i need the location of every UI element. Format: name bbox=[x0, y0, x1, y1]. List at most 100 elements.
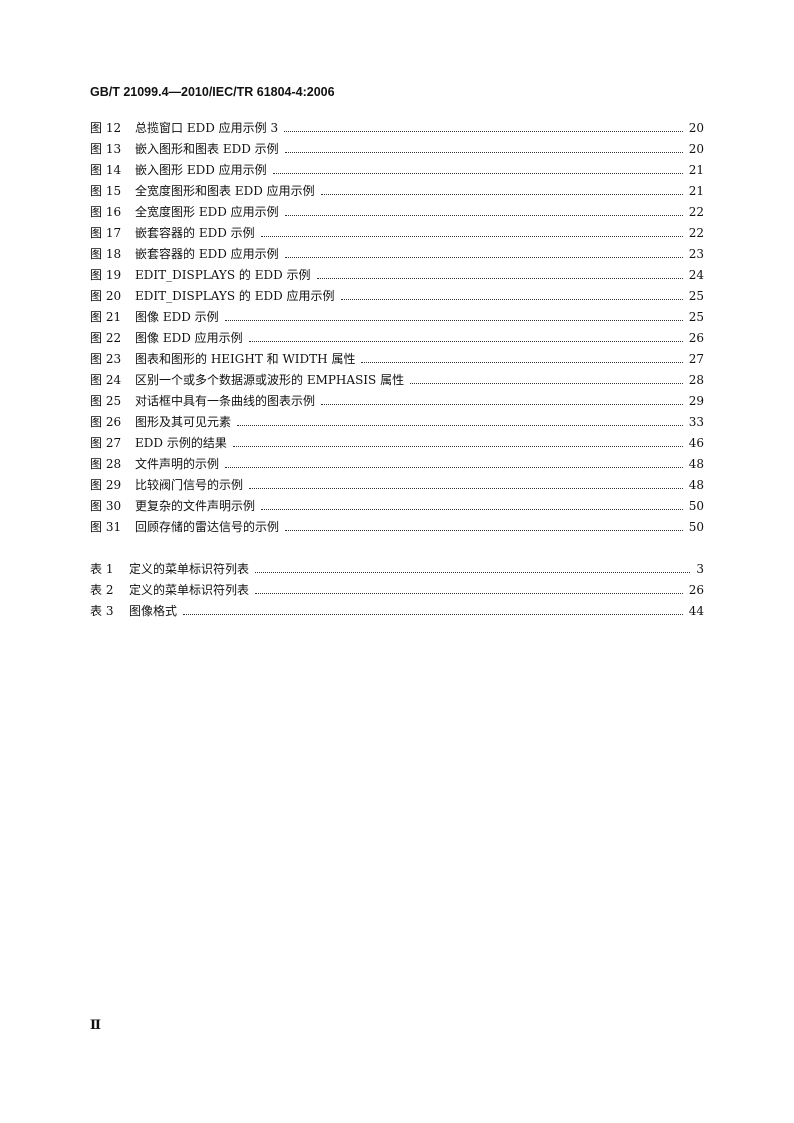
entry-page: 48 bbox=[688, 457, 704, 471]
entry-label: 图 23 bbox=[90, 352, 122, 366]
entry-title: 定义的菜单标识符列表 bbox=[129, 562, 250, 576]
toc-entry[interactable]: 图 22 图像 EDD 应用示例 26 bbox=[90, 328, 704, 349]
entry-label: 图 12 bbox=[90, 121, 122, 135]
dot-leader bbox=[340, 298, 683, 300]
entry-page: 21 bbox=[688, 163, 704, 177]
toc-entry[interactable]: 表 2 定义的菜单标识符列表 26 bbox=[90, 580, 704, 601]
table-list: 表 1 定义的菜单标识符列表 3 表 2 定义的菜单标识符列表 26 表 3 图像格式 44 bbox=[90, 559, 704, 622]
entry-label: 图 31 bbox=[90, 520, 122, 534]
entry-title: EDIT_DISPLAYS 的 EDD 应用示例 bbox=[135, 289, 335, 303]
dot-leader bbox=[284, 130, 683, 132]
toc-entry[interactable]: 图 28 文件声明的示例 48 bbox=[90, 454, 704, 475]
dot-leader bbox=[261, 508, 683, 510]
entry-title: 更复杂的文件声明示例 bbox=[135, 499, 256, 513]
dot-leader bbox=[255, 571, 691, 573]
entry-page: 26 bbox=[688, 331, 704, 345]
entry-title: 回顾存储的雷达信号的示例 bbox=[135, 520, 280, 534]
dot-leader bbox=[284, 214, 683, 216]
entry-title: 嵌套容器的 EDD 示例 bbox=[135, 226, 255, 240]
entry-page: 44 bbox=[688, 604, 704, 618]
dot-leader bbox=[272, 172, 683, 174]
toc-entry[interactable]: 图 20 EDIT_DISPLAYS 的 EDD 应用示例 25 bbox=[90, 286, 704, 307]
toc-entry[interactable]: 图 27 EDD 示例的结果 46 bbox=[90, 433, 704, 454]
dot-leader bbox=[248, 340, 683, 342]
entry-title: 图形及其可见元素 bbox=[135, 415, 232, 429]
entry-title: 文件声明的示例 bbox=[135, 457, 220, 471]
dot-leader bbox=[249, 487, 683, 489]
entry-title: 图像 EDD 示例 bbox=[135, 310, 219, 324]
entry-page: 46 bbox=[688, 436, 704, 450]
entry-title: 图表和图形的 HEIGHT 和 WIDTH 属性 bbox=[135, 352, 356, 366]
entry-title: 区别一个或多个数据源或波形的 EMPHASIS 属性 bbox=[135, 373, 405, 387]
entry-title: EDIT_DISPLAYS 的 EDD 示例 bbox=[135, 268, 311, 282]
entry-title: 图像格式 bbox=[129, 604, 178, 618]
dot-leader bbox=[284, 151, 683, 153]
entry-label: 图 22 bbox=[90, 331, 122, 345]
entry-title: EDD 示例的结果 bbox=[135, 436, 227, 450]
entry-label: 表 3 bbox=[90, 604, 114, 618]
entry-label: 图 20 bbox=[90, 289, 122, 303]
toc-entry[interactable]: 图 25 对话框中具有一条曲线的图表示例 29 bbox=[90, 391, 704, 412]
toc-entry[interactable]: 图 14 嵌入图形 EDD 应用示例 21 bbox=[90, 160, 704, 181]
entry-page: 27 bbox=[688, 352, 704, 366]
dot-leader bbox=[237, 424, 683, 426]
entry-label: 图 27 bbox=[90, 436, 122, 450]
entry-page: 26 bbox=[688, 583, 704, 597]
entry-page: 20 bbox=[688, 121, 704, 135]
toc-entry[interactable]: 图 29 比较阀门信号的示例 48 bbox=[90, 475, 704, 496]
dot-leader bbox=[255, 592, 683, 594]
toc-entry[interactable]: 图 24 区别一个或多个数据源或波形的 EMPHASIS 属性 28 bbox=[90, 370, 704, 391]
dot-leader bbox=[321, 403, 683, 405]
dot-leader bbox=[316, 277, 683, 279]
toc-entry[interactable]: 图 12 总揽窗口 EDD 应用示例 3 20 bbox=[90, 118, 704, 139]
toc-entry[interactable]: 图 13 嵌入图形和图表 EDD 示例 20 bbox=[90, 139, 704, 160]
entry-page: 28 bbox=[688, 373, 704, 387]
toc-entry[interactable]: 表 1 定义的菜单标识符列表 3 bbox=[90, 559, 704, 580]
toc-entry[interactable]: 图 17 嵌套容器的 EDD 示例 22 bbox=[90, 223, 704, 244]
dot-leader bbox=[183, 613, 683, 615]
entry-title: 对话框中具有一条曲线的图表示例 bbox=[135, 394, 316, 408]
entry-title: 嵌套容器的 EDD 应用示例 bbox=[135, 247, 279, 261]
toc-entry[interactable]: 图 15 全宽度图形和图表 EDD 应用示例 21 bbox=[90, 181, 704, 202]
document-header: GB/T 21099.4—2010/IEC/TR 61804-4:2006 bbox=[90, 85, 335, 99]
entry-title: 嵌入图形 EDD 应用示例 bbox=[135, 163, 267, 177]
entry-label: 图 24 bbox=[90, 373, 122, 387]
toc-entry[interactable]: 图 19 EDIT_DISPLAYS 的 EDD 示例 24 bbox=[90, 265, 704, 286]
toc-entry[interactable]: 图 21 图像 EDD 示例 25 bbox=[90, 307, 704, 328]
dot-leader bbox=[225, 466, 683, 468]
entry-title: 定义的菜单标识符列表 bbox=[129, 583, 250, 597]
entry-page: 50 bbox=[688, 499, 704, 513]
entry-label: 图 29 bbox=[90, 478, 122, 492]
toc-entry[interactable]: 图 26 图形及其可见元素 33 bbox=[90, 412, 704, 433]
entry-page: 22 bbox=[688, 205, 704, 219]
entry-page: 50 bbox=[688, 520, 704, 534]
toc-entry[interactable]: 表 3 图像格式 44 bbox=[90, 601, 704, 622]
entry-title: 全宽度图形和图表 EDD 应用示例 bbox=[135, 184, 315, 198]
dot-leader bbox=[260, 235, 683, 237]
entry-title: 比较阀门信号的示例 bbox=[135, 478, 244, 492]
entry-label: 图 16 bbox=[90, 205, 122, 219]
entry-label: 图 17 bbox=[90, 226, 122, 240]
entry-page: 29 bbox=[688, 394, 704, 408]
toc-entry[interactable]: 图 23 图表和图形的 HEIGHT 和 WIDTH 属性 27 bbox=[90, 349, 704, 370]
entry-label: 图 25 bbox=[90, 394, 122, 408]
toc-entry[interactable]: 图 31 回顾存储的雷达信号的示例 50 bbox=[90, 517, 704, 538]
entry-label: 表 1 bbox=[90, 562, 114, 576]
toc-entry[interactable]: 图 30 更复杂的文件声明示例 50 bbox=[90, 496, 704, 517]
entry-label: 图 15 bbox=[90, 184, 122, 198]
toc-entry[interactable]: 图 18 嵌套容器的 EDD 应用示例 23 bbox=[90, 244, 704, 265]
entry-page: 20 bbox=[688, 142, 704, 156]
dot-leader bbox=[284, 256, 683, 258]
dot-leader bbox=[410, 382, 683, 384]
entry-label: 图 19 bbox=[90, 268, 122, 282]
entry-title: 全宽度图形 EDD 应用示例 bbox=[135, 205, 279, 219]
entry-page: 25 bbox=[688, 310, 704, 324]
dot-leader bbox=[232, 445, 683, 447]
figure-list: 图 12 总揽窗口 EDD 应用示例 3 20 图 13 嵌入图形和图表 EDD 示例 2… bbox=[90, 118, 704, 538]
entry-label: 图 14 bbox=[90, 163, 122, 177]
dot-leader bbox=[361, 361, 683, 363]
entry-page: 25 bbox=[688, 289, 704, 303]
entry-label: 图 30 bbox=[90, 499, 122, 513]
entry-title: 嵌入图形和图表 EDD 示例 bbox=[135, 142, 279, 156]
toc-entry[interactable]: 图 16 全宽度图形 EDD 应用示例 22 bbox=[90, 202, 704, 223]
